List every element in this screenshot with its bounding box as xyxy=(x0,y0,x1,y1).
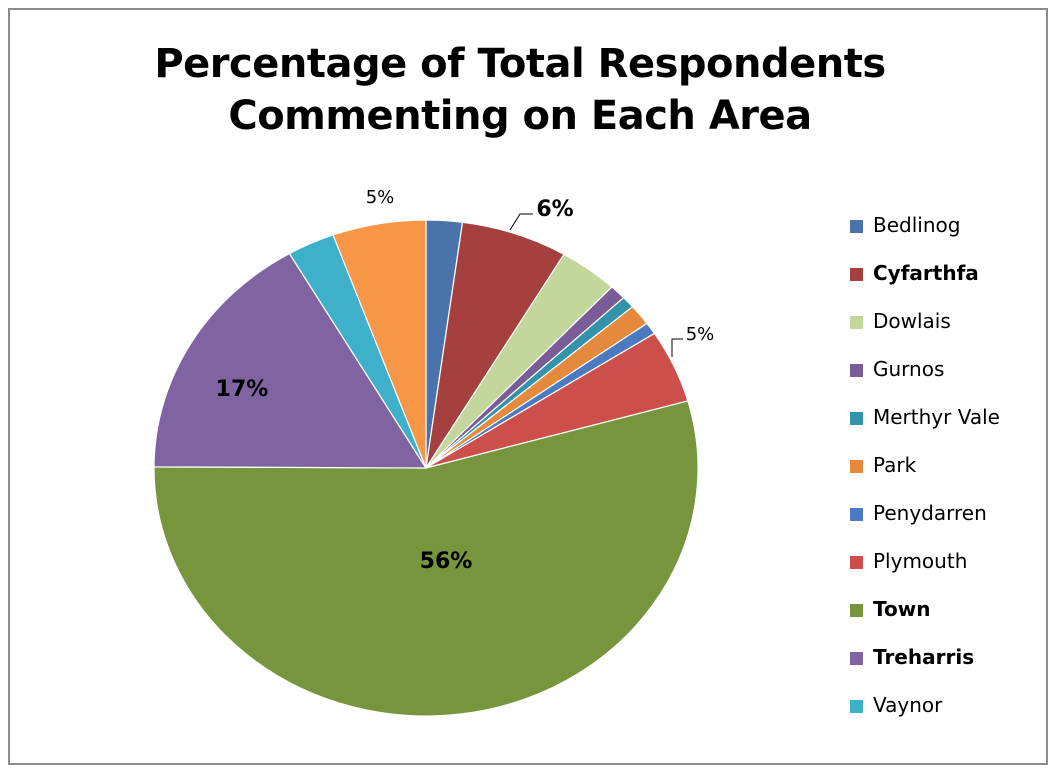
legend-label-town: Town xyxy=(873,597,931,621)
legend-swatch-gurnos xyxy=(850,364,863,377)
legend-swatch-vaynor xyxy=(850,700,863,713)
data-label-treharris: 17% xyxy=(216,377,269,402)
legend-swatch-penydarren xyxy=(850,508,863,521)
pie-slice-unlabeled xyxy=(332,219,427,469)
legend-label-merthyr-vale: Merthyr Vale xyxy=(873,405,1000,429)
chart-title-line-2: Commenting on Each Area xyxy=(228,93,812,139)
data-label-unlabeled: 5% xyxy=(366,187,395,208)
legend-label-park: Park xyxy=(873,453,917,477)
legend-label-gurnos: Gurnos xyxy=(873,357,945,381)
legend-label-treharris: Treharris xyxy=(873,645,975,669)
legend-swatch-plymouth xyxy=(850,556,863,569)
legend-label-penydarren: Penydarren xyxy=(873,501,987,525)
legend-swatch-bedlinog xyxy=(850,220,863,233)
legend-label-cyfarthfa: Cyfarthfa xyxy=(873,261,979,285)
legend-swatch-park xyxy=(850,460,863,473)
legend-label-dowlais: Dowlais xyxy=(873,309,951,333)
data-label-plymouth: 5% xyxy=(686,324,715,345)
legend-swatch-cyfarthfa xyxy=(850,268,863,281)
pie-slice-town xyxy=(153,400,699,717)
leader-line-cyfarthfa xyxy=(509,213,533,231)
data-label-cyfarthfa: 6% xyxy=(536,197,573,222)
pie-slice-treharris xyxy=(153,252,428,469)
data-label-town: 56% xyxy=(420,549,473,574)
legend-label-vaynor: Vaynor xyxy=(873,693,943,717)
chart-title-line-1: Percentage of Total Respondents xyxy=(154,41,886,87)
legend-swatch-merthyr-vale xyxy=(850,412,863,425)
legend-swatch-dowlais xyxy=(850,316,863,329)
legend-swatch-town xyxy=(850,604,863,617)
legend-swatch-treharris xyxy=(850,652,863,665)
legend-label-bedlinog: Bedlinog xyxy=(873,213,961,237)
leader-line-plymouth xyxy=(671,338,683,357)
chart-title: Percentage of Total Respondents Commenti… xyxy=(0,38,1040,142)
legend-label-plymouth: Plymouth xyxy=(873,549,968,573)
